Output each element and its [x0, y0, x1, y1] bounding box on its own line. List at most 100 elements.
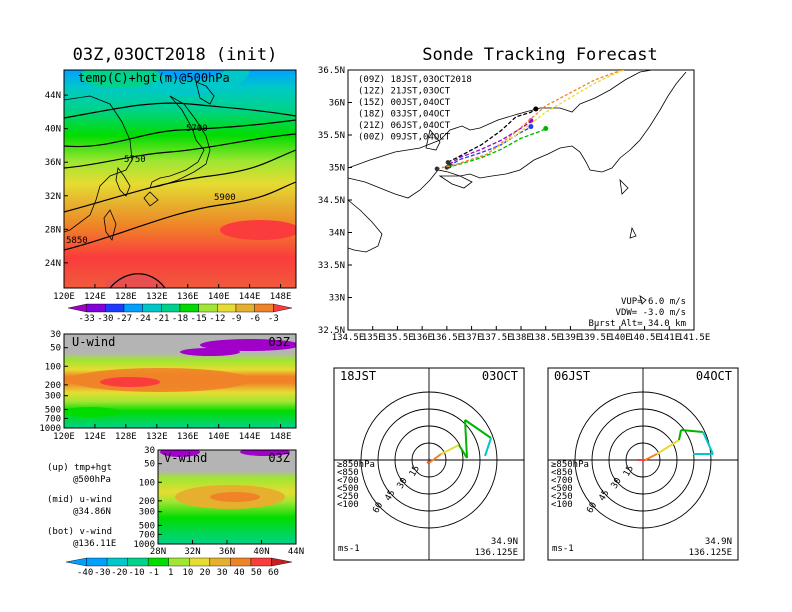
pressure-tick-label: 700: [45, 414, 61, 424]
wind-colorbar-label: 20: [200, 568, 211, 578]
lat-tick-label: 40N: [45, 125, 61, 135]
uwind-lon-ticks: 120E 124E 128E 132E 136E 140E 144E 148E: [53, 424, 291, 442]
wind-colorbar-label: -20: [111, 568, 127, 578]
lon-tick-label: 120E: [53, 292, 75, 302]
temp-colorbar-swatch: [235, 303, 255, 313]
pressure-tick-label: 30: [144, 446, 155, 456]
trajectory-end-point: [543, 126, 549, 131]
track-legend: (09Z) 18JST,03OCT2018(12Z) 21JST,03OCT(1…: [358, 75, 472, 143]
legend-entry: (12Z) 21JST,03OCT: [358, 87, 451, 97]
lon-tick-label: 140E: [208, 292, 230, 302]
lon-tick-label: 136E: [177, 432, 199, 442]
pressure-tick-label: 1000: [39, 424, 61, 434]
vwind-time: 03Z: [268, 451, 290, 465]
lon-tick-label: 136E: [411, 333, 433, 343]
lon-tick-label: 132E: [146, 292, 168, 302]
trajectory-end-point: [533, 106, 539, 112]
lat-tick-label: 44N: [288, 547, 304, 557]
hodograph-level-label: ≥850hPa: [337, 460, 375, 470]
wind-colorbar-label: 60: [268, 568, 279, 578]
map500-panel: temp(C)+hgt(m)@500hPa 5700 5750 5900 585…: [45, 69, 297, 302]
lon-tick-label: 139E: [560, 333, 582, 343]
pressure-tick-label: 500: [45, 405, 61, 415]
wind-colorbar-swatch: [230, 557, 252, 567]
trajectory-line: [448, 120, 532, 165]
lon-tick-label: 144E: [239, 432, 261, 442]
legend-entry: (00Z) 09JST,04OCT: [358, 133, 451, 143]
hodograph-level-label: <850: [551, 468, 573, 478]
hodograph-ring-label: 30: [396, 476, 410, 490]
temp-colorbar-label: -15: [191, 314, 207, 324]
wind-colorbar-swatch: [189, 557, 211, 567]
temp-colorbar-swatch: [67, 303, 87, 313]
trajectory-line: [448, 126, 532, 167]
note-up-1: (up) tmp+hgt: [47, 463, 112, 473]
lon-tick-label: 140.5E: [628, 333, 661, 343]
hodograph-segment: [702, 431, 714, 455]
track-lon-ticks: 134.5E135E135.5E136E136.5E137E137.5E138E…: [332, 326, 711, 343]
wind-colorbar-label: -1: [148, 568, 159, 578]
temp-colorbar-label: -24: [135, 314, 151, 324]
hodograph-level-label: <500: [551, 484, 573, 494]
note-bot-1: (bot) v-wind: [47, 527, 112, 537]
lon-tick-label: 141.5E: [678, 333, 711, 343]
lat-tick-label: 44N: [45, 91, 61, 101]
temp-colorbar-swatch: [198, 303, 218, 313]
hodograph-segment: [428, 453, 442, 464]
lon-tick-label: 138E: [510, 333, 532, 343]
lon-tick-label: 140E: [208, 432, 230, 442]
temp-colorbar-swatch: [161, 303, 181, 313]
hodograph-segment: [458, 444, 468, 459]
hodograph-ring-label: 60: [585, 501, 599, 515]
lon-tick-label: 141E: [658, 333, 680, 343]
lat-tick-label: 35.5N: [318, 131, 345, 141]
hodograph-segment: [678, 429, 682, 441]
legend-entry: (15Z) 00JST,04OCT: [358, 98, 451, 108]
hodograph-ring-label: 45: [384, 489, 398, 503]
lat-tick-label: 34N: [329, 229, 345, 239]
vwind-lat-ticks: 28N 32N 36N 40N 44N: [150, 540, 304, 557]
wind-colorbar-swatch: [271, 557, 293, 567]
lon-tick-label: 134.5E: [332, 333, 365, 343]
temp-colorbar-swatch: [86, 303, 106, 313]
wind-colorbar-swatch: [86, 557, 108, 567]
legend-entry: (09Z) 18JST,03OCT2018: [358, 75, 472, 85]
pressure-tick-label: 200: [45, 381, 61, 391]
pressure-tick-label: 1000: [133, 540, 155, 550]
pressure-tick-label: 300: [139, 508, 155, 518]
pressure-tick-label: 100: [139, 478, 155, 488]
lat-tick-label: 36.5N: [318, 66, 345, 76]
lon-tick-label: 148E: [270, 292, 292, 302]
tracking-panel: 36.5N 36N 35.5N 35N 34.5N 34N 33.5N 33N 32.5N 13…: [318, 66, 711, 343]
hodograph-segment: [426, 461, 430, 464]
wind-colorbar-swatch: [209, 557, 231, 567]
lon-tick-label: 124E: [84, 292, 106, 302]
legend-entry: (18Z) 03JST,04OCT: [358, 110, 451, 120]
lat-tick-label: 36N: [45, 158, 61, 168]
lon-tick-label: 148E: [270, 432, 292, 442]
note-mid-1: (mid) u-wind: [47, 495, 112, 505]
map500-label: temp(C)+hgt(m)@500hPa: [78, 71, 230, 85]
wind-colorbar-label: 30: [217, 568, 228, 578]
temp-colorbar-swatch: [254, 303, 274, 313]
temp-colorbar-label: -3: [268, 314, 279, 324]
lon-tick-label: 124E: [84, 432, 106, 442]
trajectory-line: [436, 70, 624, 170]
hodograph-segment: [656, 439, 680, 455]
contour-label-5850: 5850: [66, 236, 88, 246]
hodograph-unit: ms-1: [338, 544, 360, 554]
temp-colorbar-swatch: [273, 303, 293, 313]
lat-tick-label: 40N: [253, 547, 269, 557]
hodograph-lon: 136.125E: [475, 548, 518, 558]
lon-tick-label: 138.5E: [529, 333, 562, 343]
lon-tick-label: 140E: [609, 333, 631, 343]
lon-tick-label: 128E: [115, 432, 137, 442]
hodograph-segment: [644, 453, 658, 461]
hodograph-segment: [484, 437, 492, 457]
temp-colorbar-swatch: [179, 303, 199, 313]
hodograph-date: 04OCT: [696, 369, 732, 383]
lon-tick-label: 135E: [362, 333, 384, 343]
hodograph-unit: ms-1: [552, 544, 574, 554]
